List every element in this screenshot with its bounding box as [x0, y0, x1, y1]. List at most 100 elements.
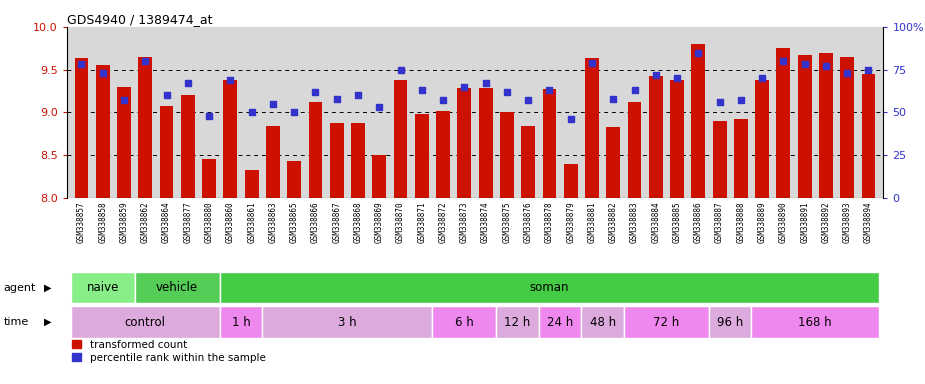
Point — [627, 87, 642, 93]
Bar — [538, 306, 581, 338]
Bar — [627, 102, 641, 198]
Point — [117, 97, 131, 103]
Bar — [670, 80, 684, 198]
Text: control: control — [125, 316, 166, 329]
Bar — [220, 272, 879, 303]
Point — [159, 92, 174, 98]
Text: GSM338868: GSM338868 — [353, 201, 363, 243]
Point — [95, 70, 110, 76]
Text: GSM338879: GSM338879 — [566, 201, 575, 243]
Text: GSM338890: GSM338890 — [779, 201, 788, 243]
Bar — [117, 87, 131, 198]
Bar — [75, 58, 89, 198]
Point — [563, 116, 578, 122]
Text: GSM338885: GSM338885 — [672, 201, 682, 243]
Point — [372, 104, 387, 110]
Bar — [776, 48, 790, 198]
Bar — [71, 306, 220, 338]
Text: 3 h: 3 h — [338, 316, 357, 329]
Bar — [135, 272, 220, 303]
Bar — [139, 57, 153, 198]
Bar — [797, 55, 811, 198]
Point — [414, 87, 429, 93]
Bar — [415, 114, 428, 198]
Text: 168 h: 168 h — [798, 316, 832, 329]
Text: GSM338891: GSM338891 — [800, 201, 809, 243]
Text: GSM338862: GSM338862 — [141, 201, 150, 243]
Bar — [458, 88, 471, 198]
Text: GSM338861: GSM338861 — [247, 201, 256, 243]
Point — [329, 96, 344, 102]
Text: 72 h: 72 h — [653, 316, 680, 329]
Point — [223, 77, 238, 83]
Point — [670, 75, 684, 81]
Text: time: time — [4, 317, 29, 327]
Bar — [623, 306, 709, 338]
Bar — [245, 170, 259, 198]
Text: GSM338877: GSM338877 — [183, 201, 192, 243]
Point — [840, 70, 855, 76]
Text: GSM338874: GSM338874 — [481, 201, 490, 243]
Bar — [819, 53, 832, 198]
Point — [585, 60, 599, 66]
Bar — [585, 58, 598, 198]
Point — [265, 101, 280, 107]
Text: GSM338869: GSM338869 — [375, 201, 384, 243]
Text: GSM338893: GSM338893 — [843, 201, 852, 243]
Text: GSM338886: GSM338886 — [694, 201, 703, 243]
Bar — [263, 306, 433, 338]
Bar — [373, 155, 386, 198]
Text: GSM338883: GSM338883 — [630, 201, 639, 243]
Point — [457, 84, 472, 90]
Bar — [224, 80, 238, 198]
Legend: transformed count, percentile rank within the sample: transformed count, percentile rank withi… — [72, 339, 265, 362]
Text: GSM338889: GSM338889 — [758, 201, 767, 243]
Bar — [691, 44, 705, 198]
Text: GSM338878: GSM338878 — [545, 201, 554, 243]
Bar — [709, 306, 751, 338]
Bar — [500, 112, 513, 198]
Bar — [496, 306, 538, 338]
Bar — [288, 161, 302, 198]
Bar — [96, 65, 110, 198]
Text: naive: naive — [87, 281, 119, 294]
Text: GSM338864: GSM338864 — [162, 201, 171, 243]
Text: GSM338863: GSM338863 — [268, 201, 278, 243]
Text: GSM338872: GSM338872 — [438, 201, 448, 243]
Bar — [522, 126, 535, 198]
Point — [138, 58, 153, 64]
Bar — [220, 306, 263, 338]
Text: GDS4940 / 1389474_at: GDS4940 / 1389474_at — [67, 13, 212, 26]
Bar — [71, 272, 135, 303]
Text: GSM338867: GSM338867 — [332, 201, 341, 243]
Text: vehicle: vehicle — [156, 281, 198, 294]
Point — [287, 109, 302, 115]
Point — [691, 50, 706, 56]
Text: agent: agent — [4, 283, 36, 293]
Point — [606, 96, 621, 102]
Bar — [309, 102, 323, 198]
Bar — [712, 121, 726, 198]
Bar — [543, 89, 556, 198]
Bar — [181, 95, 195, 198]
Point — [478, 80, 493, 86]
Point — [393, 66, 408, 73]
Bar — [266, 126, 280, 198]
Bar — [564, 164, 577, 198]
Point — [648, 72, 663, 78]
Text: GSM338876: GSM338876 — [524, 201, 533, 243]
Bar — [648, 76, 662, 198]
Text: GSM338860: GSM338860 — [226, 201, 235, 243]
Text: GSM338887: GSM338887 — [715, 201, 724, 243]
Text: soman: soman — [530, 281, 569, 294]
Point — [712, 99, 727, 105]
Bar — [203, 159, 216, 198]
Text: 12 h: 12 h — [504, 316, 531, 329]
Point — [500, 89, 514, 95]
Bar — [606, 127, 620, 198]
Bar — [160, 106, 174, 198]
Bar — [433, 306, 496, 338]
Text: GSM338875: GSM338875 — [502, 201, 512, 243]
Text: GSM338871: GSM338871 — [417, 201, 426, 243]
Text: 24 h: 24 h — [547, 316, 574, 329]
